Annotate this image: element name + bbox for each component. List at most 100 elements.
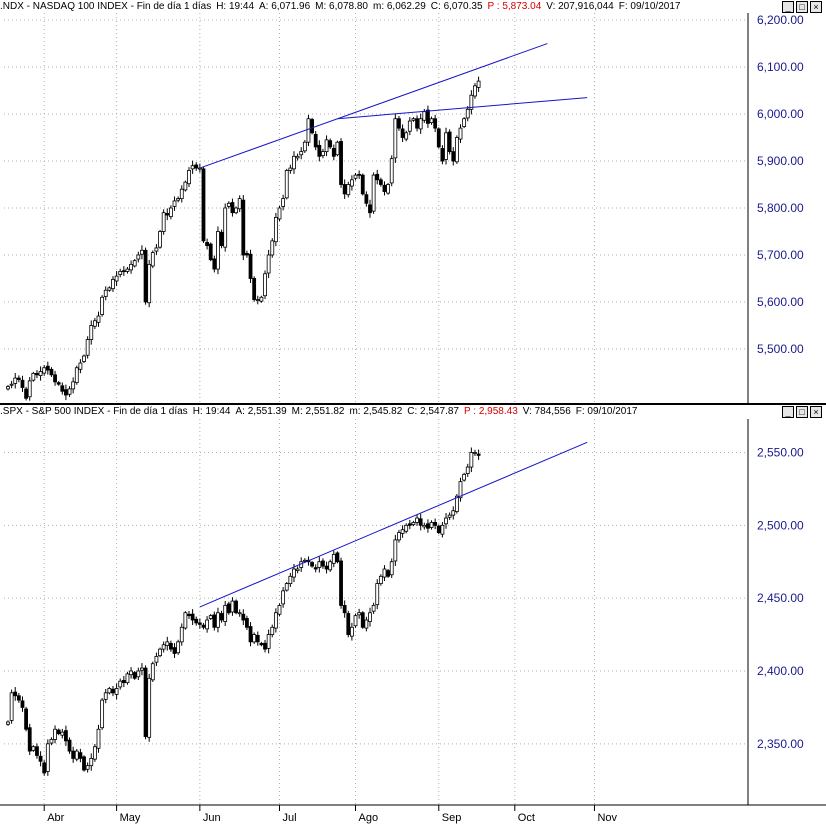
spx-candle-130 — [476, 449, 481, 460]
ndx-candle-14 — [56, 381, 61, 386]
ndx-date: F: 09/10/2017 — [618, 1, 681, 12]
ndx-candle-25 — [96, 311, 101, 327]
spx-date: F: 09/10/2017 — [575, 406, 638, 417]
spx-close-button[interactable]: × — [810, 406, 822, 418]
ndx-candle-body-12 — [49, 368, 54, 376]
panel-divider[interactable] — [0, 403, 826, 405]
spx-maximize-button[interactable]: □ — [796, 406, 808, 418]
spx-candle-33 — [125, 671, 130, 685]
spx-candle-body-102 — [375, 583, 380, 606]
ndx-candle-42 — [158, 229, 162, 249]
spx-candle-body-84 — [310, 562, 314, 567]
spx-p-value: P : 2,958.43 — [464, 406, 518, 417]
x-tick-label-5: Sep — [442, 812, 462, 824]
spx-candle-body-25 — [96, 728, 101, 749]
ndx-candle-body-123 — [451, 151, 456, 162]
ndx-candle-body-91 — [335, 141, 340, 156]
ndx-candle-body-92 — [339, 141, 343, 185]
spx-candle-body-13 — [53, 728, 57, 740]
spx-candle-body-0 — [6, 721, 10, 725]
spx-candle-38 — [143, 665, 148, 740]
spx-candle-44 — [165, 636, 170, 651]
ndx-candle-27 — [103, 286, 108, 301]
ndx-candle-1 — [9, 380, 14, 389]
spx-candle-body-65 — [241, 613, 246, 621]
ndx-candle-62 — [230, 198, 235, 217]
ndx-candle-body-101 — [371, 174, 376, 212]
ndx-y-tick-label-4: 5,900.00 — [757, 154, 804, 168]
ndx-candle-16 — [64, 384, 68, 401]
spx-candle-body-119 — [436, 525, 441, 534]
spx-minimize-button[interactable]: _ — [782, 406, 794, 418]
ndx-candle-63 — [234, 206, 238, 215]
ndx-candle-57 — [212, 255, 217, 273]
spx-volume: V: 784,556 — [522, 406, 571, 417]
ndx-candle-36 — [136, 251, 141, 263]
spx-candle-body-97 — [357, 612, 362, 616]
spx-candle-body-49 — [183, 612, 188, 629]
spx-candle-45 — [168, 640, 173, 652]
spx-candle-body-29 — [111, 688, 115, 694]
ndx-chart[interactable]: 5,500.00 5,600.00 5,700.00 5,800.00 5,900.00… — [0, 13, 826, 403]
spx-candle-15 — [60, 728, 65, 739]
spx-candle-93 — [342, 600, 347, 618]
ndx-candle-73 — [270, 238, 275, 258]
ndx-candle-body-90 — [331, 148, 336, 157]
ndx-candle-121 — [444, 127, 448, 165]
ndx-candle-body-99 — [364, 194, 369, 204]
spx-candle-126 — [462, 472, 467, 482]
ndx-candle-body-63 — [234, 207, 238, 214]
spx-candle-67 — [248, 622, 253, 647]
ndx-close-button[interactable]: × — [810, 1, 822, 13]
spx-candle-109 — [400, 525, 405, 538]
ndx-candle-20 — [78, 359, 83, 374]
spx-candle-body-54 — [201, 624, 206, 628]
ndx-candle-body-25 — [96, 315, 101, 323]
spx-candle-body-32 — [121, 680, 126, 684]
spx-candle-72 — [266, 629, 271, 654]
spx-candle-body-78 — [288, 575, 293, 584]
spx-candle-body-57 — [212, 614, 217, 628]
ndx-candle-111 — [407, 117, 412, 136]
spx-candle-14 — [56, 728, 61, 736]
ndx-candle-102 — [375, 169, 380, 185]
spx-candle-71 — [263, 639, 267, 653]
spx-candle-body-17 — [67, 739, 72, 752]
spx-candle-3 — [16, 693, 21, 703]
spx-candle-89 — [328, 559, 333, 572]
spx-candle-125 — [458, 477, 463, 502]
spx-chart[interactable]: 2,350.00 2,400.00 2,450.00 2,500.00 2,550.00… — [0, 419, 826, 825]
spx-candle-94 — [346, 610, 351, 638]
ndx-candle-93 — [342, 179, 347, 199]
ndx-maximize-button[interactable]: □ — [796, 1, 808, 13]
spx-candle-40 — [150, 661, 155, 682]
spx-candle-body-126 — [462, 473, 467, 481]
spx-candle-29 — [111, 685, 115, 697]
spx-candle-body-63 — [234, 600, 238, 614]
spx-candle-body-15 — [60, 731, 65, 736]
ndx-minimize-button[interactable]: _ — [782, 1, 794, 13]
ndx-candle-26 — [100, 295, 105, 317]
ndx-y-tick-label-1: 5,600.00 — [757, 295, 804, 309]
ndx-candle-body-97 — [357, 173, 362, 176]
spx-candle-59 — [219, 610, 224, 623]
spx-candle-84 — [310, 560, 314, 568]
ndx-y-tick-label-0: 5,500.00 — [757, 342, 804, 356]
ndx-candle-44 — [165, 208, 170, 221]
ndx-p-value: P : 5,873.04 — [487, 1, 542, 12]
ndx-candle-51 — [190, 160, 195, 174]
spx-candle-body-7 — [31, 746, 36, 751]
spx-candle-92 — [339, 557, 343, 609]
ndx-volume: V: 207,916,044 — [546, 1, 614, 12]
spx-candle-26 — [100, 698, 105, 730]
ndx-candle-body-100 — [368, 204, 372, 214]
spx-candle-35 — [132, 670, 137, 680]
spx-candle-body-9 — [38, 755, 43, 762]
ndx-candle-109 — [400, 124, 405, 143]
spx-candle-body-92 — [339, 560, 343, 606]
spx-symbol: .SPX - S&P 500 INDEX - Fin de día 1 días — [0, 406, 188, 417]
ndx-candle-11 — [45, 361, 50, 375]
spx-candle-121 — [444, 513, 448, 529]
spx-candle-body-1 — [9, 692, 14, 721]
ndx-candle-body-7 — [31, 372, 36, 381]
